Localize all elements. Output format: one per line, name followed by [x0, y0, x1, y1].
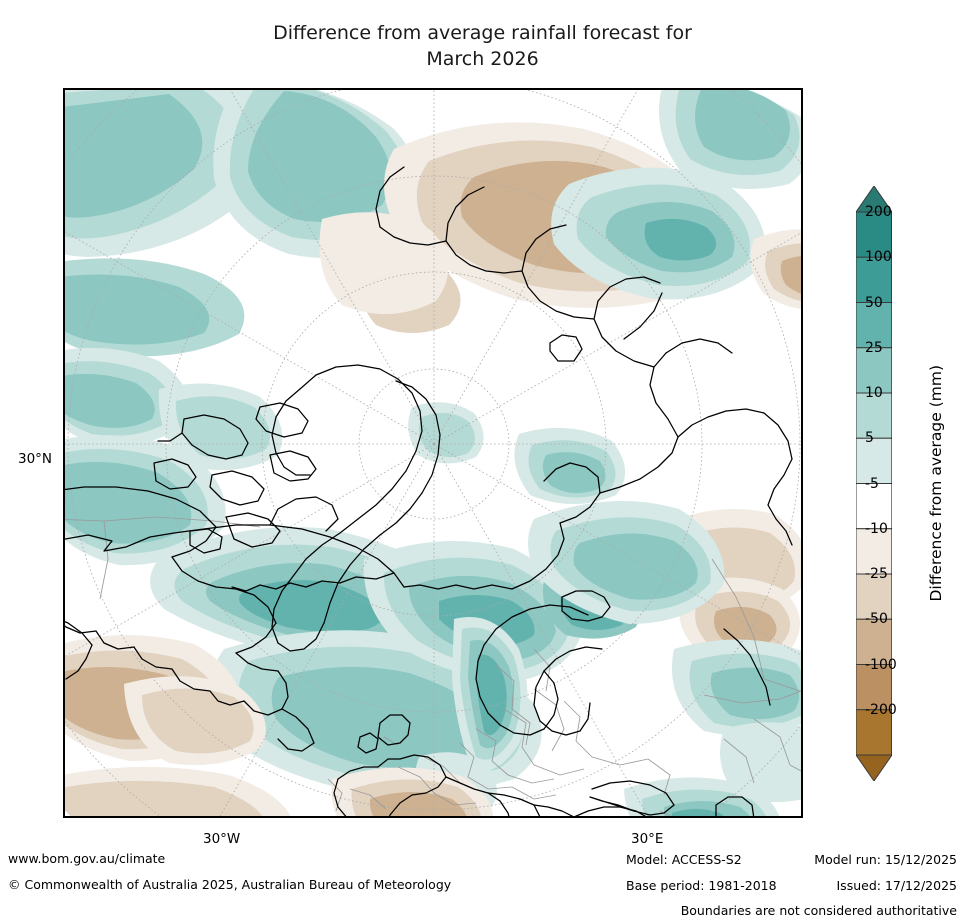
colorbar-tick-label: 50 [865, 294, 883, 311]
colorbar-tick-label: -10 [865, 520, 888, 537]
colorbar[interactable]: 200 100 50 25 10 5 -5 -10 -25 -50 -100 -200 [856, 186, 897, 781]
colorbar-tick-label: -100 [865, 656, 897, 673]
colorbar-tick-label: 5 [865, 430, 874, 447]
colorbar-tick-label: 25 [865, 339, 883, 356]
colorbar-under-arrow [856, 754, 892, 781]
axis-label-lon-30w: 30°W [203, 831, 241, 847]
title-line-2: March 2026 [426, 48, 539, 70]
footer-copyright: © Commonwealth of Australia 2025, Austra… [8, 877, 452, 892]
footer-boundaries-note: Boundaries are not considered authoritat… [680, 903, 957, 918]
colorbar-tick-label: -25 [865, 566, 888, 582]
colorbar-tick-label: 10 [865, 385, 883, 401]
colorbar-tick-label: -200 [865, 701, 897, 718]
polar-map [64, 89, 802, 817]
axis-label-lon-30e: 30°E [631, 831, 664, 847]
colorbar-band [856, 347, 892, 394]
colorbar-band [856, 392, 892, 439]
axis-label-lat-30n: 30°N [18, 451, 53, 467]
colorbar-tick-label: -50 [865, 611, 888, 628]
map-panel[interactable] [63, 88, 803, 818]
footer-issued: Issued: 17/12/2025 [836, 878, 958, 893]
footer-base-period: Base period: 1981-2018 [626, 878, 777, 893]
colorbar-band [856, 483, 892, 530]
page-title: Difference from average rainfall forecas… [0, 20, 965, 72]
colorbar-swatches [856, 186, 892, 781]
colorbar-tick-label: -5 [865, 475, 879, 492]
title-line-1: Difference from average rainfall forecas… [273, 22, 692, 44]
footer-model: Model: ACCESS-S2 [626, 852, 742, 867]
footer-model-run: Model run: 15/12/2025 [814, 852, 957, 867]
colorbar-tick-label: 100 [865, 249, 892, 266]
footer-url[interactable]: www.bom.gov.au/climate [8, 851, 166, 866]
colorbar-title: Difference from average (mm) [927, 365, 945, 602]
colorbar-tick-label: 200 [865, 204, 892, 220]
colorbar-band [856, 664, 892, 711]
colorbar-band [856, 302, 892, 349]
